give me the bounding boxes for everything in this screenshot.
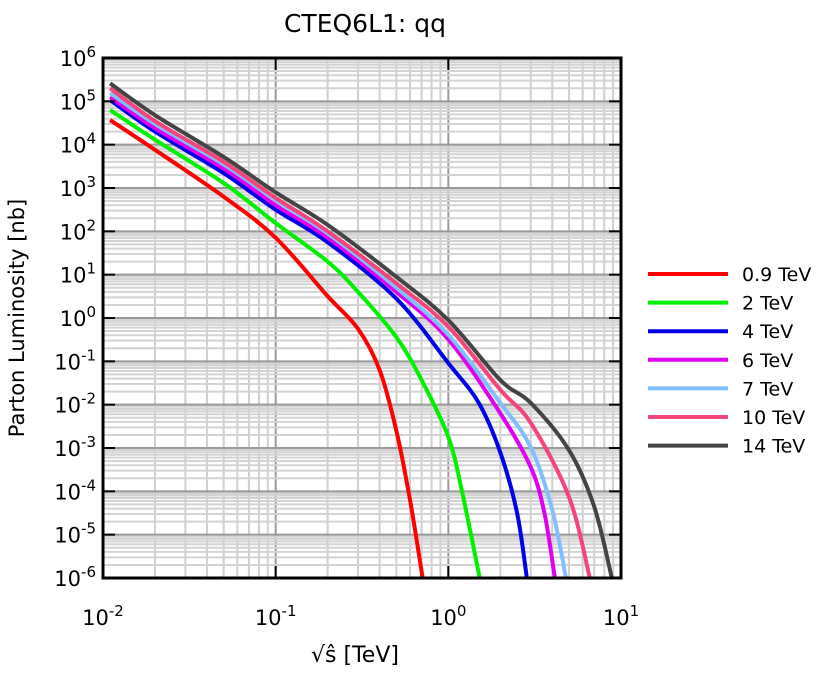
y-tick-exponent: -1 [81,346,96,364]
series-line-7-tev [109,91,568,579]
legend-item: 14 TeV [648,436,805,458]
y-axis-label: Parton Luminosity [nb] [5,199,29,438]
y-tick-base: 10 [60,134,87,158]
series-line-4-tev [108,98,529,579]
y-tick-exponent: -2 [81,390,96,408]
y-tick-exponent: 2 [86,216,96,234]
legend: 0.9 TeV 2 TeV 4 TeV 6 TeV 7 TeV 10 TeV 14 TeV [648,264,811,458]
legend-label: 4 TeV [742,321,793,343]
y-tick-exponent: -5 [81,520,96,538]
y-tick-label: 100 [60,303,96,331]
y-tick-base: 10 [54,394,81,418]
y-tick-label: 10-3 [54,433,96,461]
x-tick-base: 10 [603,606,630,630]
y-tick-exponent: 5 [86,86,96,104]
y-tick-label: 106 [60,43,96,71]
grid [103,58,621,578]
y-tick-base: 10 [60,47,87,71]
y-tick-label: 10-4 [54,476,96,504]
y-tick-base: 10 [54,524,81,548]
series-line-10-tev [108,86,592,579]
y-tick-exponent: 4 [86,130,96,148]
x-tick-base: 10 [430,606,457,630]
legend-item: 10 TeV [648,407,805,429]
x-tick-exponent: -1 [282,602,297,620]
curves [108,81,614,579]
x-tick-base: 10 [82,606,109,630]
x-tick-exponent: -2 [109,602,124,620]
y-tick-label: 101 [60,260,96,288]
y-tick-base: 10 [60,90,87,114]
x-tick-labels: 10-2 10-1 100 101 [82,602,639,630]
y-tick-exponent: 3 [86,173,96,191]
legend-label: 0.9 TeV [742,264,811,286]
y-tick-label: 105 [60,86,96,114]
series-line-6-tev [109,95,557,579]
y-tick-exponent: 0 [86,303,96,321]
legend-label: 7 TeV [742,378,793,400]
y-tick-exponent: -6 [81,563,96,581]
ticks [102,57,622,579]
y-tick-labels: 10610510410310210110010-110-210-310-410-… [54,43,96,591]
y-tick-base: 10 [60,264,87,288]
legend-item: 0.9 TeV [648,264,811,286]
y-tick-label: 10-1 [54,346,96,374]
legend-label: 6 TeV [742,350,793,372]
y-tick-exponent: -4 [81,476,96,494]
y-tick-base: 10 [54,567,81,591]
y-tick-base: 10 [54,350,81,374]
y-tick-exponent: 6 [86,43,96,61]
series-line-14-tev [108,81,614,579]
y-tick-base: 10 [54,480,81,504]
legend-item: 7 TeV [648,378,793,400]
chart-title: CTEQ6L1: qq [284,9,446,38]
y-tick-base: 10 [54,437,81,461]
y-tick-label: 10-2 [54,390,96,418]
legend-label: 10 TeV [742,407,805,429]
series-line-2-tev [109,108,482,579]
x-tick-base: 10 [255,606,282,630]
legend-label: 14 TeV [742,436,805,458]
x-tick-exponent: 0 [457,602,467,620]
x-axis-label: √ŝ [TeV] [311,643,399,668]
y-tick-base: 10 [60,307,87,331]
y-tick-base: 10 [60,220,87,244]
legend-item: 2 TeV [648,293,793,315]
y-tick-label: 104 [60,130,96,158]
y-tick-base: 10 [60,177,87,201]
x-tick-label: 10-2 [82,602,124,630]
y-tick-exponent: -3 [81,433,96,451]
y-tick-label: 102 [60,216,96,244]
x-tick-exponent: 1 [630,602,640,620]
legend-label: 2 TeV [742,293,793,315]
x-tick-label: 100 [430,602,466,630]
y-tick-label: 10-5 [54,520,96,548]
y-tick-label: 10-6 [54,563,96,591]
y-tick-label: 103 [60,173,96,201]
legend-item: 4 TeV [648,321,793,343]
series-line-0-9-tev [109,118,425,579]
y-tick-exponent: 1 [86,260,96,278]
x-tick-label: 10-1 [255,602,297,630]
legend-item: 6 TeV [648,350,793,372]
x-tick-label: 101 [603,602,639,630]
